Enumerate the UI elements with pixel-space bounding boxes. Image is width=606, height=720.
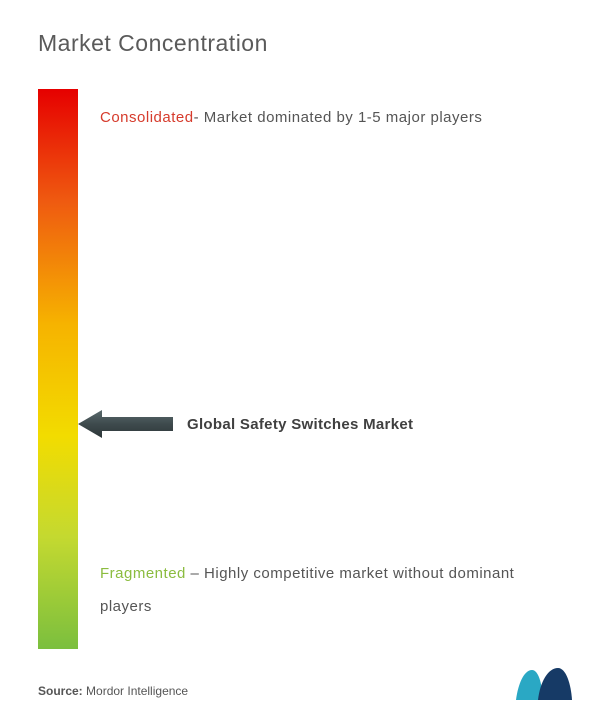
- content-area: Consolidated- Market dominated by 1-5 ma…: [38, 89, 568, 649]
- consolidated-text: - Market dominated by 1-5 major players: [194, 109, 483, 126]
- source-attribution: Source: Mordor Intelligence: [38, 684, 188, 698]
- concentration-gradient-bar: [38, 89, 78, 649]
- market-position-marker: Global Safety Switches Market: [78, 410, 413, 438]
- chart-title: Market Concentration: [38, 30, 568, 57]
- arrow-left-icon: [78, 410, 173, 438]
- source-value: Mordor Intelligence: [86, 684, 188, 698]
- fragmented-annotation: Fragmented – Highly competitive market w…: [100, 557, 568, 623]
- consolidated-annotation: Consolidated- Market dominated by 1-5 ma…: [100, 101, 568, 134]
- infographic-container: Market Concentration C: [0, 0, 606, 720]
- brand-logo-icon: [514, 664, 574, 704]
- annotation-area: Consolidated- Market dominated by 1-5 ma…: [78, 89, 568, 649]
- fragmented-keyword: Fragmented: [100, 565, 186, 582]
- gradient-svg: [38, 89, 78, 649]
- market-name-label: Global Safety Switches Market: [187, 416, 413, 433]
- source-label: Source:: [38, 684, 83, 698]
- consolidated-keyword: Consolidated: [100, 109, 194, 126]
